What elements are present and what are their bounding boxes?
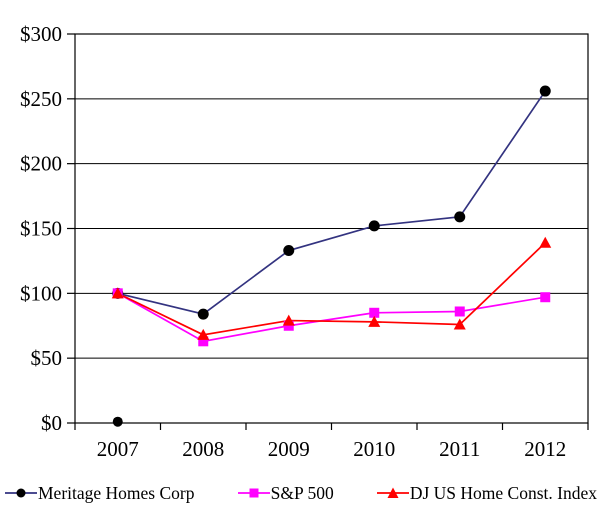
legend-item-dj-us-home-const-index: DJ US Home Const. Index: [376, 482, 597, 504]
marker-s-p-500: [540, 292, 551, 303]
chart-canvas: $300 $250 $200 $150 $100 $50 $0 2007 2008 2009 201…: [20, 22, 589, 461]
marker-meritage-homes-corp: [197, 308, 209, 320]
marker-s-p-500: [454, 306, 465, 317]
series-line-dj-us-home-const-index: [117, 242, 546, 336]
x-tick-label: 2007: [97, 437, 139, 461]
chart-legend: Meritage Homes Corp S&P 500 DJ US Home Con…: [0, 477, 602, 509]
y-tick-label: $150: [20, 217, 62, 241]
marker-dj-us-home-const-index: [197, 328, 210, 340]
marker-dj-us-home-const-index: [453, 318, 466, 330]
legend-item-s-p-500: S&P 500: [237, 482, 334, 504]
y-tick-label: $250: [20, 87, 62, 111]
triangle-marker-swatch-icon: [376, 487, 409, 498]
y-tick-label: $200: [20, 152, 62, 176]
marker-s-p-500: [283, 320, 294, 331]
x-tick-label: 2011: [439, 437, 480, 461]
marker-meritage-homes-corp: [539, 85, 551, 97]
legend-label: Meritage Homes Corp: [38, 482, 195, 503]
legend-label: DJ US Home Const. Index: [409, 482, 597, 503]
marker-dj-us-home-const-index: [539, 236, 552, 248]
marker-dj-us-home-const-index: [111, 287, 124, 299]
marker-dj-us-home-const-index: [368, 315, 381, 327]
square-marker-swatch-icon: [237, 488, 270, 498]
y-tick-label: $300: [20, 22, 62, 46]
x-tick-label: 2010: [353, 437, 395, 461]
x-tick-label: 2008: [182, 437, 224, 461]
legend-item-meritage-homes-corp: Meritage Homes Corp: [5, 483, 195, 504]
marker-meritage-homes-corp: [454, 211, 466, 223]
series-line-s-p-500: [117, 292, 546, 343]
x-tick-label: 2012: [524, 437, 566, 461]
series-line-meritage-homes-corp: [117, 90, 546, 316]
x-tick-label: 2009: [268, 437, 310, 461]
marker-meritage-homes-corp: [368, 220, 380, 232]
y-tick-label: $0: [41, 411, 62, 435]
marker-s-p-500: [198, 336, 209, 347]
marker-s-p-500: [369, 307, 380, 318]
marker-dj-us-home-const-index: [282, 314, 295, 326]
legend-label: S&P 500: [270, 482, 334, 503]
y-tick-label: $100: [20, 281, 62, 305]
stray-marker-meritage-homes-corp: [112, 416, 123, 427]
marker-meritage-homes-corp: [283, 245, 295, 257]
y-tick-label: $50: [31, 346, 63, 370]
circle-marker-swatch-icon: [5, 488, 37, 498]
